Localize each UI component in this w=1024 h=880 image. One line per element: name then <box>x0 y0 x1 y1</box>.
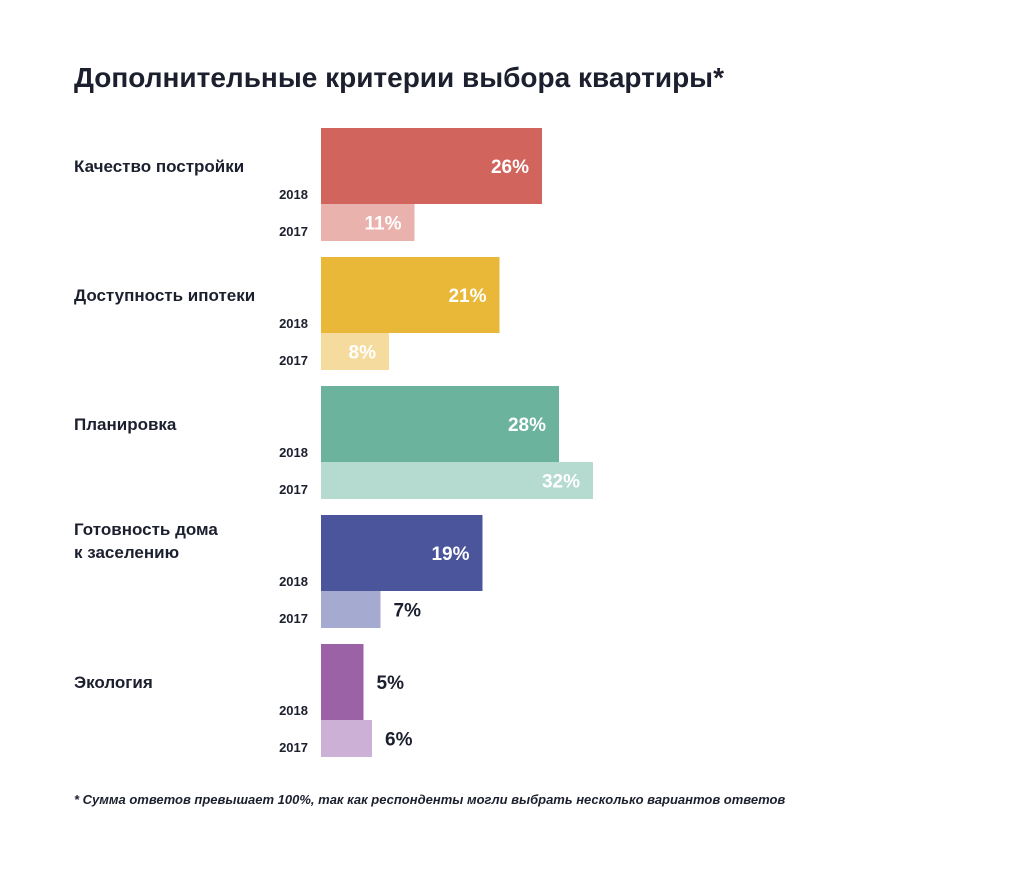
series-label: 2018 <box>279 316 308 331</box>
bar-2018 <box>321 515 483 591</box>
bar-2017 <box>321 591 381 628</box>
bar-2018 <box>321 128 542 204</box>
series-label: 2017 <box>279 740 308 755</box>
value-label: 28% <box>508 415 546 436</box>
series-label: 2017 <box>279 611 308 626</box>
value-label: 19% <box>431 544 469 565</box>
series-label: 2018 <box>279 445 308 460</box>
series-label: 2017 <box>279 353 308 368</box>
value-label: 7% <box>394 601 422 622</box>
bar-2018 <box>321 386 559 462</box>
category-label: Готовность дома <box>74 520 218 539</box>
bar-2018 <box>321 644 364 720</box>
value-label: 11% <box>365 214 402 235</box>
series-label: 2018 <box>279 574 308 589</box>
value-label: 8% <box>349 343 377 364</box>
series-label: 2017 <box>279 482 308 497</box>
bar-2017 <box>321 204 415 241</box>
bar-2017 <box>321 462 593 499</box>
category-label: Экология <box>74 673 153 692</box>
value-label: 26% <box>491 157 529 178</box>
series-label: 2018 <box>279 187 308 202</box>
value-label: 32% <box>542 472 580 493</box>
value-label: 21% <box>448 286 486 307</box>
bar-2018 <box>321 257 500 333</box>
bar-2017 <box>321 333 389 370</box>
value-label: 6% <box>385 730 413 751</box>
series-label: 2018 <box>279 703 308 718</box>
chart-footnote: * Сумма ответов превышает 100%, так как … <box>74 792 786 807</box>
bar-2017 <box>321 720 372 757</box>
category-label: Доступность ипотеки <box>74 286 255 305</box>
category-label: Планировка <box>74 415 177 434</box>
value-label: 5% <box>377 673 405 694</box>
category-label: Качество постройки <box>74 157 244 176</box>
category-label: к заселению <box>74 543 179 562</box>
series-label: 2017 <box>279 224 308 239</box>
chart-title: Дополнительные критерии выбора квартиры* <box>74 62 724 93</box>
